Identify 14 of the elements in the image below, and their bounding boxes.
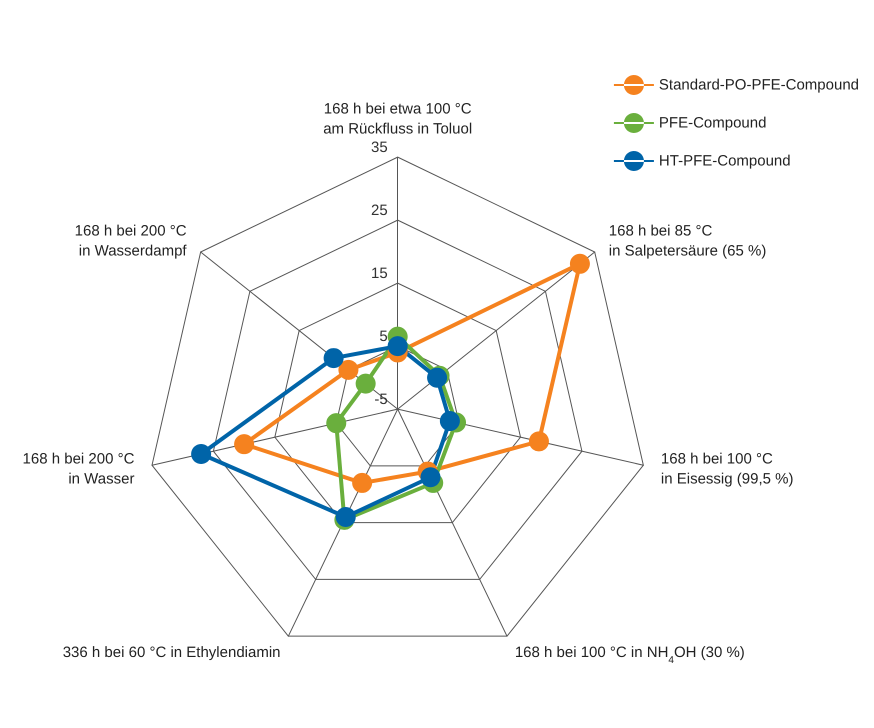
y-tick-label: 25: [370, 202, 388, 220]
legend-label: Standard-PO-PFE-Compound: [658, 76, 860, 94]
spoke-label: 168 h bei 100 °C in Eisessig (99,5 %): [660, 450, 794, 488]
spoke-label: 168 h bei 85 °C in Salpetersäure (65 %): [608, 222, 766, 260]
legend-label: HT-PFE-Compound: [658, 152, 791, 170]
spoke-label: 168 h bei 200 °C in Wasser: [22, 450, 135, 488]
spoke-label: 336 h bei 60 °C in Ethylendiamin: [62, 644, 281, 661]
y-tick-label: -5: [374, 391, 388, 408]
legend-label: PFE-Compound: [658, 114, 766, 132]
spoke-label: 168 h bei etwa 100 °C am Rückfluss in Toluol: [323, 100, 472, 138]
y-tick-label: 5: [379, 328, 388, 346]
spoke-label: 168 h bei 200 °C in Wasserdampf: [74, 222, 188, 260]
y-tick-label: 15: [370, 265, 388, 282]
y-tick-label: 35: [370, 139, 388, 156]
